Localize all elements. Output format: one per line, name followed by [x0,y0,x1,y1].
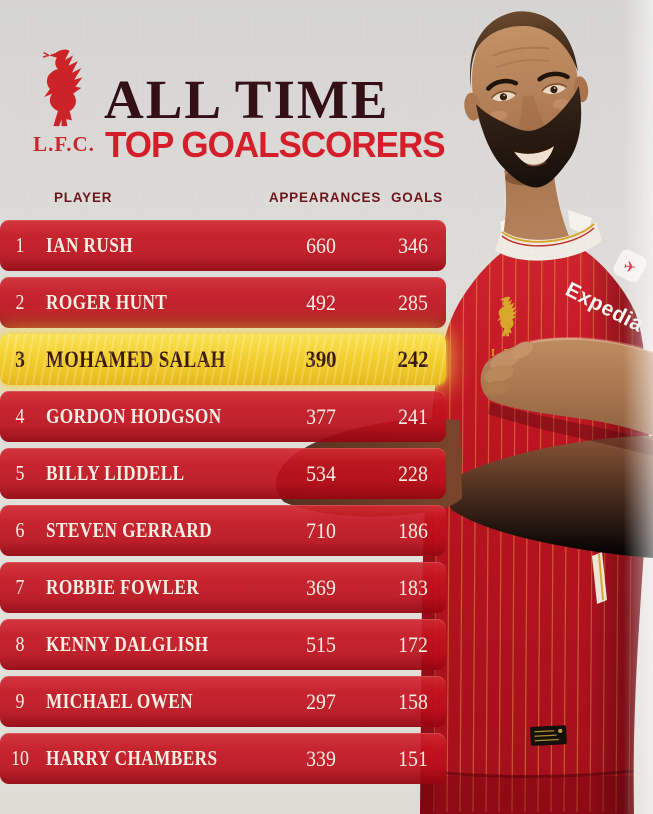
goals: 346 [398,233,428,258]
rank: 3 [15,347,25,372]
goals: 183 [398,575,428,600]
column-header-appearances: APPEARANCES [268,190,382,205]
table-row: 4 GORDON HODGSON 377 241 [0,391,446,442]
table-row: 8 KENNY DALGLISH 515 172 [0,619,446,670]
goals: 151 [398,746,428,771]
goals: 228 [398,461,428,486]
liver-bird-icon [42,49,83,127]
appearances: 534 [306,461,336,486]
player-name: GORDON HODGSON [46,404,222,428]
table-row: 7 ROBBIE FOWLER 369 183 [0,562,446,613]
table-row: 10 HARRY CHAMBERS 339 151 [0,733,446,784]
appearances: 515 [306,632,336,657]
rank: 6 [15,518,25,542]
rank: 9 [15,689,25,713]
page-title-line2: TOP GOALSCORERS [105,124,446,166]
table-column-headers: PLAYER APPEARANCES GOALS [0,190,460,206]
club-abbreviation: L.F.C. [33,132,95,156]
player-head [464,11,589,188]
column-header-goals: GOALS [390,190,443,205]
sponsor-logo-icon: ✈ [613,249,647,283]
player-photo: L.F.C. ✈ Expedia [275,11,653,814]
appearances: 492 [306,290,336,315]
table-row-highlighted: 3 MOHAMED SALAH 390 242 [0,334,446,385]
rank: 5 [15,461,25,485]
table-row: 1 IAN RUSH 660 346 [0,220,446,271]
goals: 172 [398,632,428,657]
appearances: 369 [306,575,336,600]
rank: 1 [15,233,25,257]
table-row: 2 ROGER HUNT 492 285 [0,277,446,328]
table-row: 5 BILLY LIDDELL 534 228 [0,448,446,499]
goalscorers-table: 1 IAN RUSH 660 346 2 ROGER HUNT 492 285 … [0,220,446,790]
player-name: STEVEN GERRARD [46,518,213,542]
player-name: HARRY CHAMBERS [46,746,218,770]
appearances: 390 [305,347,337,372]
column-header-player: PLAYER [54,190,113,205]
appearances: 660 [306,233,336,258]
table-row: 9 MICHAEL OWEN 297 158 [0,676,446,727]
goals: 285 [398,290,428,315]
goals: 186 [398,518,428,543]
table-row: 6 STEVEN GERRARD 710 186 [0,505,446,556]
goals: 158 [398,689,428,714]
player-name: BILLY LIDDELL [46,461,185,485]
player-name: IAN RUSH [46,233,134,257]
rank: 8 [15,632,25,656]
shirt-tag [530,725,567,746]
appearances: 297 [306,689,336,714]
player-name: MICHAEL OWEN [46,689,194,713]
rank: 7 [15,575,25,599]
appearances: 377 [306,404,336,429]
rank: 10 [11,746,29,770]
rank: 4 [15,404,25,428]
appearances: 710 [306,518,336,543]
player-name: MOHAMED SALAH [46,347,226,372]
rank: 2 [15,290,25,314]
player-name: ROGER HUNT [46,290,168,314]
player-name: ROBBIE FOWLER [46,575,200,599]
appearances: 339 [306,746,336,771]
goals: 241 [398,404,428,429]
svg-text:✈: ✈ [623,258,638,276]
page-title-line1: ALL TIME [104,69,390,130]
player-name: KENNY DALGLISH [46,632,209,656]
goals: 242 [397,347,429,372]
